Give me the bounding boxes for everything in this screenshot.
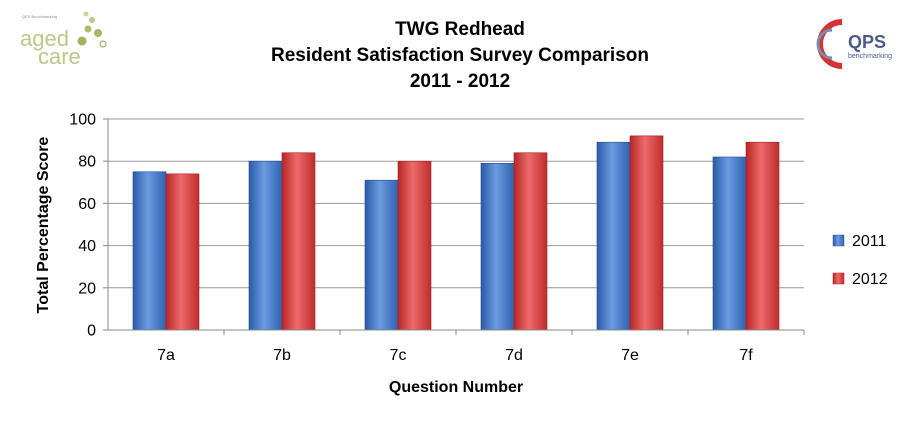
bar-2011-7a: [132, 171, 167, 331]
bar-2012-7b: [281, 152, 316, 331]
bar-2012-7a: [165, 173, 200, 331]
x-tick-label: 7a: [157, 347, 175, 364]
y-tick-label: 20: [78, 280, 96, 297]
gridlines: [103, 118, 804, 331]
chart-title-line-3: 2011 - 2012: [410, 71, 510, 92]
legend-swatch-2011: [832, 234, 845, 247]
logo-dot-icon: [89, 17, 95, 23]
logo-dot-icon: [94, 29, 102, 37]
logo-aged-text: aged: [20, 26, 69, 51]
legend-label-2011: 2011: [852, 233, 887, 250]
qps-logo-text: QPS: [848, 32, 886, 52]
y-axis-title: Total Percentage Score: [35, 137, 52, 314]
logo-dot-icon: [84, 25, 92, 33]
x-tick-label: 7c: [390, 347, 407, 364]
x-tick-label: 7d: [505, 347, 523, 364]
x-tick-labels: 7a 7b 7c 7d 7e 7f: [157, 330, 805, 364]
bar-2011-7f: [712, 156, 747, 331]
logo-dot-icon: [83, 11, 89, 17]
bar-2011-7b: [248, 160, 283, 331]
chart-title-line-2: Resident Satisfaction Survey Comparison: [271, 45, 649, 66]
qps-ring-icon: [817, 19, 843, 69]
x-tick-label: 7e: [621, 347, 639, 364]
qps-benchmarking-logo: QPS benchmarking: [816, 19, 892, 69]
bar-2012-7c: [397, 160, 432, 331]
bars: [132, 135, 780, 331]
y-tick-label: 80: [78, 154, 96, 171]
chart-title-line-1: TWG Redhead: [395, 19, 525, 40]
x-axis-title: Question Number: [389, 379, 523, 396]
y-tick-label: 100: [69, 112, 96, 129]
legend-swatch-2012: [832, 272, 845, 285]
logo-dot-icon: [77, 36, 87, 46]
y-tick-labels: 0 20 40 60 80 100: [69, 112, 96, 340]
y-tick-label: 0: [87, 323, 96, 340]
qps-tagline-text: benchmarking: [848, 53, 892, 60]
logo-ring-icon: [99, 40, 107, 48]
logo-small-text: QPS Benchmarking: [22, 14, 57, 19]
y-tick-label: 60: [78, 196, 96, 213]
qps-inner-ring-icon: [816, 28, 833, 60]
bar-2011-7e: [596, 141, 631, 331]
bar-2011-7d: [480, 163, 515, 331]
x-tick-label: 7f: [739, 347, 753, 364]
legend: 2011 2012: [832, 233, 888, 288]
y-tick-label: 40: [78, 238, 96, 255]
legend-label-2012: 2012: [852, 271, 888, 288]
bar-2012-7d: [513, 152, 548, 331]
bar-2012-7e: [629, 135, 664, 331]
bar-2012-7f: [745, 141, 780, 331]
logo-care-text: care: [38, 44, 81, 69]
bar-2011-7c: [364, 179, 399, 331]
aged-care-logo: QPS Benchmarking aged care: [20, 11, 107, 69]
x-tick-label: 7b: [273, 347, 291, 364]
